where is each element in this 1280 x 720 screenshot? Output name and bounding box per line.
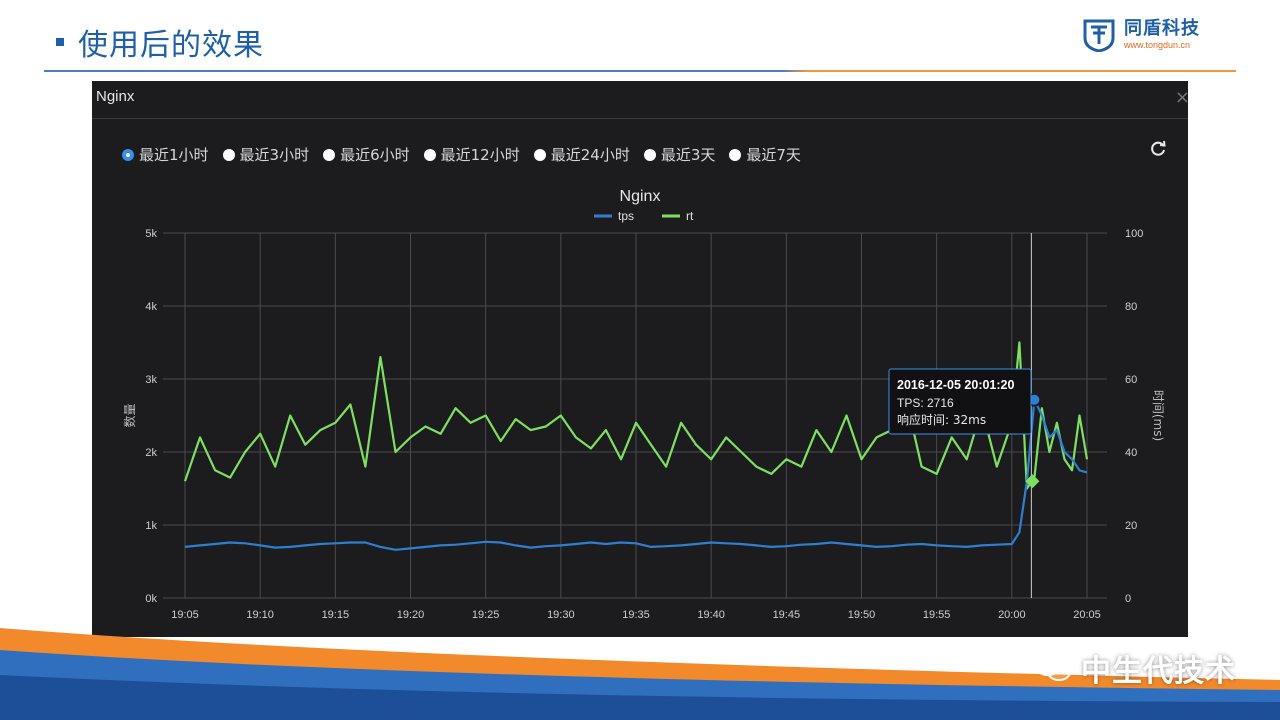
x-tick-label: 19:45 — [773, 609, 801, 621]
legend-label-rt: rt — [686, 209, 694, 223]
x-tick-label: 19:50 — [848, 609, 876, 621]
y-right-axis-title: 时间(ms) — [1151, 390, 1165, 441]
series-line-tps — [184, 398, 1088, 551]
x-tick-label: 19:25 — [472, 609, 500, 621]
range-option-0[interactable]: 最近1小时 — [122, 144, 209, 165]
range-option-label: 最近1小时 — [139, 146, 209, 164]
x-tick-label: 19:10 — [246, 609, 274, 621]
x-tick-label: 20:00 — [998, 609, 1026, 621]
legend-label-tps: tps — [618, 209, 634, 223]
title-divider — [44, 70, 1236, 72]
wechat-watermark: 中生代技术 — [1033, 646, 1236, 690]
tooltip-tps: TPS: 2716 — [897, 396, 954, 410]
x-tick-label: 19:35 — [622, 609, 650, 621]
tps-hover-point — [1027, 392, 1042, 407]
chart-series: 2016-12-05 20:01:20 TPS: 2716 响应时间: 32ms — [183, 233, 1089, 598]
x-tick-label: 19:15 — [322, 609, 350, 621]
radio-button[interactable] — [533, 148, 546, 161]
chart-grid — [163, 232, 1107, 599]
y-right-tick-label: 0 — [1125, 593, 1131, 605]
y-left-tick-label: 1k — [145, 520, 157, 532]
panel-header: Nginx × — [92, 81, 1190, 119]
range-option-label: 最近24小时 — [550, 146, 630, 164]
y-right-tick-label: 100 — [1125, 228, 1143, 240]
range-option-label: 最近12小时 — [440, 146, 520, 164]
radio-button[interactable] — [643, 148, 656, 161]
range-option-5[interactable]: 最近3天 — [643, 144, 716, 165]
range-option-1[interactable]: 最近3小时 — [222, 144, 310, 165]
slide-title: 使用后的效果 — [56, 20, 264, 64]
x-tick-label: 20:05 — [1073, 609, 1101, 621]
chart-title: Nginx — [620, 188, 661, 205]
y-right-tick-label: 60 — [1125, 374, 1137, 386]
range-option-label: 最近7天 — [746, 146, 801, 164]
x-tick-label: 19:40 — [697, 609, 725, 621]
panel-title: Nginx — [96, 88, 135, 105]
nginx-panel: Nginx × 最近1小时 最近3小时 最近6小时 最近12小时 最近24小时 最近3天最… — [92, 81, 1190, 637]
y-left-tick-label: 5k — [145, 228, 157, 240]
wechat-icon — [1034, 654, 1071, 681]
radio-button[interactable] — [423, 148, 436, 161]
radio-button[interactable] — [122, 148, 134, 161]
y-left-tick-label: 4k — [145, 301, 157, 313]
x-tick-label: 19:20 — [397, 609, 425, 621]
y-right-tick-label: 80 — [1125, 301, 1137, 313]
time-range-selector: 最近1小时 最近3小时 最近6小时 最近12小时 最近24小时 最近3天 最近7天 — [122, 144, 801, 165]
rt-hover-point — [1025, 474, 1040, 489]
y-left-tick-label: 0k — [145, 593, 157, 605]
shield-logo-icon — [1083, 19, 1115, 52]
slide-title-text: 使用后的效果 — [78, 28, 264, 63]
radio-button[interactable] — [323, 148, 336, 161]
y-right-tick-label: 40 — [1125, 447, 1137, 459]
tooltip-box — [888, 368, 1032, 435]
chart-axes: 0k 0 1k 20 2k 40 3k 60 4k 80 5k 100 19:05 19:10 19:15 1… — [122, 188, 1165, 621]
logo-url: www.tongdun.cn — [1124, 40, 1191, 50]
range-option-label: 最近6小时 — [340, 146, 410, 164]
radio-button[interactable] — [729, 148, 742, 161]
range-option-3[interactable]: 最近12小时 — [423, 144, 520, 165]
range-option-6[interactable]: 最近7天 — [729, 144, 801, 165]
title-bullet — [56, 38, 64, 46]
watermark-text: 中生代技术 — [1081, 654, 1236, 689]
range-option-2[interactable]: 最近6小时 — [323, 144, 410, 165]
close-icon[interactable]: × — [1174, 87, 1190, 108]
y-left-tick-label: 3k — [145, 374, 157, 386]
x-tick-label: 19:05 — [171, 609, 199, 621]
series-line-rt — [183, 341, 1089, 490]
refresh-icon[interactable] — [1148, 139, 1168, 159]
company-logo: 同盾科技 www.tongdun.cn — [1082, 18, 1200, 52]
x-tick-label: 19:55 — [923, 609, 951, 621]
y-left-axis-title: 数量 — [122, 403, 137, 427]
range-option-label: 最近3小时 — [239, 146, 310, 164]
logo-name: 同盾科技 — [1124, 18, 1200, 39]
radio-button[interactable] — [222, 148, 235, 161]
range-option-4[interactable]: 最近24小时 — [533, 144, 630, 165]
chart-tooltip: 2016-12-05 20:01:20 TPS: 2716 响应时间: 32ms — [888, 368, 1032, 435]
tooltip-rt: 响应时间: 32ms — [897, 412, 986, 427]
y-left-tick-label: 2k — [145, 447, 157, 459]
y-right-tick-label: 20 — [1125, 520, 1137, 532]
x-tick-label: 19:30 — [547, 609, 575, 621]
range-option-label: 最近3天 — [660, 146, 716, 164]
tooltip-time: 2016-12-05 20:01:20 — [897, 378, 1014, 392]
